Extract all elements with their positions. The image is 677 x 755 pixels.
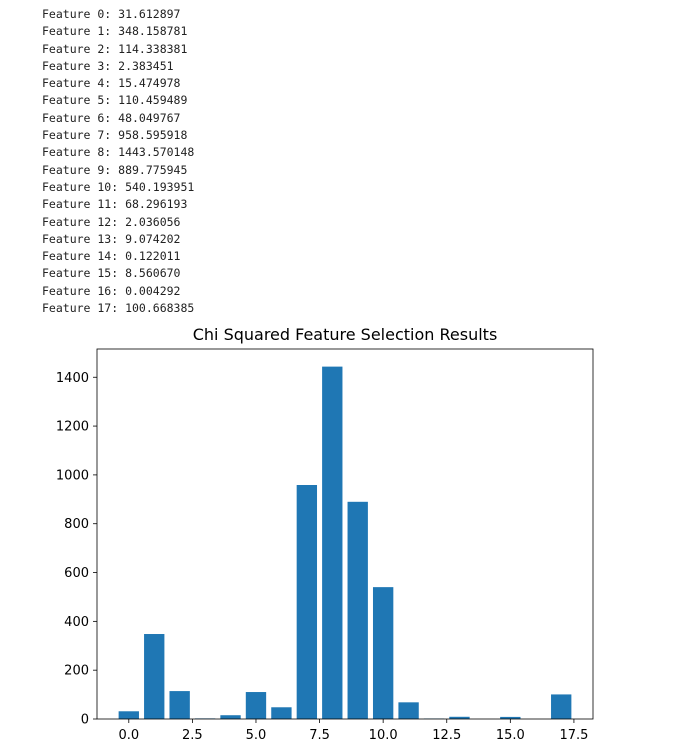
output-line: Feature 0: 31.612897 <box>42 7 181 21</box>
bar-feature-0 <box>118 711 139 719</box>
y-axis: 0 200 400 600 800 1000 1200 1400 <box>56 371 97 728</box>
output-line: Feature 6: 48.049767 <box>42 110 181 125</box>
output-line: Feature 3: 2.383451 <box>42 58 174 73</box>
bar-feature-17 <box>551 694 572 719</box>
bar-feature-8 <box>322 366 343 719</box>
bar-feature-13 <box>449 716 470 719</box>
y-tick-label: 400 <box>64 615 89 630</box>
output-line: Feature 10: 540.193951 <box>42 179 195 194</box>
x-tick-label: 17.5 <box>559 728 588 743</box>
output-line: Feature 15: 8.560670 <box>42 266 181 281</box>
bar-feature-1 <box>144 634 165 719</box>
y-tick-label: 600 <box>64 566 89 581</box>
y-tick-label: 1000 <box>56 468 89 483</box>
plot-frame <box>96 348 594 720</box>
y-tick-label: 1200 <box>56 420 89 435</box>
bar-feature-7 <box>296 485 318 719</box>
x-tick-label: 12.5 <box>432 728 461 743</box>
output-line: Feature 11: 68.296193 <box>42 197 188 212</box>
output-line: Feature 12: 2.036056 <box>42 214 181 229</box>
output-line: Feature 14: 0.122011 <box>42 249 181 264</box>
bar-chart: Chi Squared Feature Selection Results 0 2… <box>56 325 594 743</box>
output-line: Feature 5: 110.459489 <box>42 93 188 108</box>
y-tick-label: 1400 <box>56 371 89 386</box>
x-tick-label: 10.0 <box>369 728 398 743</box>
y-tick-label: 0 <box>81 713 89 728</box>
y-tick-label: 200 <box>64 664 89 679</box>
output-line: Feature 8: 1443.570148 <box>42 145 195 160</box>
bar-feature-6 <box>271 707 292 719</box>
bar-feature-2 <box>169 691 190 719</box>
console-output: Feature 0: 31.612897 Feature 1: 348.15878… <box>42 6 194 317</box>
x-axis: 0.0 2.5 5.0 7.5 10.0 12.5 15.0 17.5 <box>118 719 588 743</box>
output-line: Feature 9: 889.775945 <box>42 162 188 177</box>
x-tick-label: 2.5 <box>182 728 203 743</box>
y-tick-label: 800 <box>64 517 89 532</box>
output-line: Feature 4: 15.474978 <box>42 76 181 91</box>
bar-feature-10 <box>372 587 394 719</box>
output-line: Feature 1: 348.158781 <box>42 24 188 39</box>
x-tick-label: 0.0 <box>118 728 139 743</box>
x-tick-label: 5.0 <box>246 728 267 743</box>
x-tick-label: 15.0 <box>496 728 525 743</box>
bar-feature-11 <box>398 702 419 719</box>
bar-feature-5 <box>245 692 267 719</box>
output-line: Feature 17: 100.668385 <box>42 301 195 316</box>
x-tick-label: 7.5 <box>309 728 330 743</box>
bar-feature-15 <box>500 716 521 719</box>
bar-feature-4 <box>220 715 241 719</box>
chart-title: Chi Squared Feature Selection Results <box>193 325 498 344</box>
bar-feature-9 <box>347 501 368 719</box>
bars-group <box>118 366 572 719</box>
output-line: Feature 16: 0.004292 <box>42 283 181 298</box>
output-line: Feature 13: 9.074202 <box>42 231 181 246</box>
output-line: Feature 2: 114.338381 <box>42 41 188 56</box>
output-line: Feature 7: 958.595918 <box>42 128 188 143</box>
